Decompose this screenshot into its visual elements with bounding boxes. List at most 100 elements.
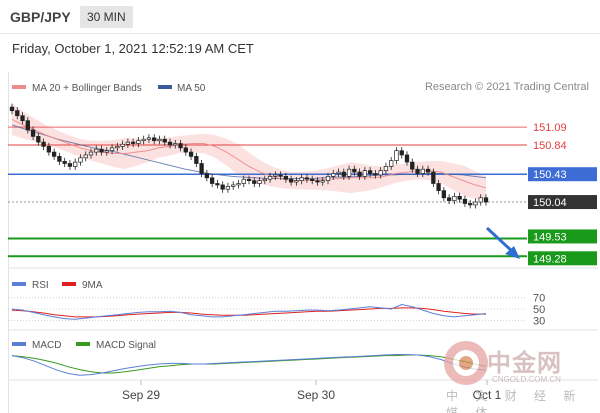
candle-body xyxy=(15,110,20,117)
candle-body xyxy=(246,178,252,181)
candle-body xyxy=(99,148,104,153)
candle-body xyxy=(136,140,141,144)
candle-body xyxy=(431,171,436,184)
bollinger-band xyxy=(12,103,486,200)
candle-body xyxy=(152,137,157,142)
level-tag-1: 150.84 xyxy=(533,140,567,152)
candle-body xyxy=(157,138,162,142)
chart-panel xyxy=(8,72,598,413)
candle-body xyxy=(341,171,346,177)
candle-body xyxy=(194,156,199,164)
legend-label-macd-signal: MACD Signal xyxy=(96,340,156,351)
candle-body xyxy=(267,176,273,180)
x-tick-label-1: Sep 30 xyxy=(297,388,335,402)
candle-body xyxy=(420,168,425,174)
watermark-brand: 中金网 xyxy=(487,350,562,377)
candle-body xyxy=(167,141,173,146)
timeframe-button[interactable]: 30 MIN xyxy=(80,6,133,28)
legend-swatch-macd-signal xyxy=(76,342,90,346)
candle-body xyxy=(441,190,447,199)
candle-body xyxy=(457,195,462,200)
candle-body xyxy=(173,143,178,146)
macd-legend: MACD MACD Signal xyxy=(12,340,156,351)
candle-body xyxy=(162,138,167,143)
candle-body xyxy=(383,166,389,172)
candle-body xyxy=(394,150,399,162)
candle-body xyxy=(125,141,131,145)
candle-body xyxy=(30,129,36,137)
x-axis-ticks: Sep 29 Sep 30 Oct 1 xyxy=(122,380,502,402)
candle-body xyxy=(231,184,236,187)
candle-body xyxy=(109,147,115,152)
candle-body xyxy=(310,178,315,181)
candle-body xyxy=(236,183,241,186)
candle-body xyxy=(452,195,457,201)
price-candles xyxy=(9,103,489,209)
candle-body xyxy=(367,170,373,174)
level-tags: 151.09 150.84 150.43 150.04 149.53 149.28 xyxy=(528,122,597,265)
candle-body xyxy=(273,174,278,177)
candle-body xyxy=(446,197,452,201)
candle-body xyxy=(483,197,489,203)
candle-body xyxy=(73,161,78,167)
candle-body xyxy=(183,147,188,153)
candle-body xyxy=(20,115,25,122)
candle-body xyxy=(178,143,183,149)
candle-body xyxy=(188,151,194,157)
macd-signal-line xyxy=(11,354,487,374)
candle-body xyxy=(283,176,289,180)
watermark-emblem xyxy=(444,341,488,385)
candle-body xyxy=(352,168,357,173)
candle-body xyxy=(278,174,283,177)
candle-body xyxy=(46,146,52,153)
candle-body xyxy=(252,180,257,184)
candle-body xyxy=(410,161,415,170)
candle-body xyxy=(141,138,146,142)
candle-body xyxy=(36,136,41,143)
candle-body xyxy=(104,150,109,153)
candle-body xyxy=(299,177,304,181)
candle-body xyxy=(220,184,225,190)
candle-body xyxy=(199,163,204,174)
candle-body xyxy=(120,143,125,147)
candle-body xyxy=(57,156,62,162)
candle-body xyxy=(62,161,67,164)
level-lines xyxy=(8,126,527,258)
candle-body xyxy=(468,203,473,206)
rsi-tick-2: 30 xyxy=(533,315,545,327)
candle-body xyxy=(241,178,246,184)
candle-body xyxy=(415,168,420,174)
candle-body xyxy=(83,154,88,159)
forecast-arrow xyxy=(485,226,520,259)
level-tag-bg-2 xyxy=(528,167,597,182)
legend-swatch-9ma xyxy=(62,282,76,286)
level-tag-bg-5 xyxy=(528,251,597,266)
candle-body xyxy=(373,173,378,176)
timestamp: Friday, October 1, 2021 12:52:19 AM CET xyxy=(12,41,254,56)
candle-body xyxy=(51,151,57,157)
candle-body xyxy=(130,141,136,144)
candle-body xyxy=(478,197,483,203)
candle-body xyxy=(425,168,431,173)
rsi-tick-0: 70 xyxy=(533,293,545,305)
x-tick-label-0: Sep 29 xyxy=(122,388,160,402)
candle-body xyxy=(41,141,46,147)
legend-label-ma50: MA 50 xyxy=(177,83,206,94)
candle-body xyxy=(204,173,210,179)
level-tag-bg-4 xyxy=(528,229,597,244)
rsi-tick-1: 50 xyxy=(533,304,545,316)
candle-body xyxy=(146,137,152,140)
candle-body xyxy=(67,163,73,167)
credit-text: Research © 2021 Trading Central xyxy=(424,81,589,93)
top-bar: GBP/JPY 30 MIN xyxy=(0,0,600,34)
candle-body xyxy=(25,120,30,131)
candle-body xyxy=(315,180,320,183)
price-legend: MA 20 + Bollinger Bands MA 50 xyxy=(12,83,206,94)
candle-body xyxy=(378,170,383,176)
candle-body xyxy=(225,186,231,190)
candle-body xyxy=(436,183,441,191)
level-tag-4: 149.53 xyxy=(533,231,567,243)
candle-body xyxy=(257,180,262,184)
